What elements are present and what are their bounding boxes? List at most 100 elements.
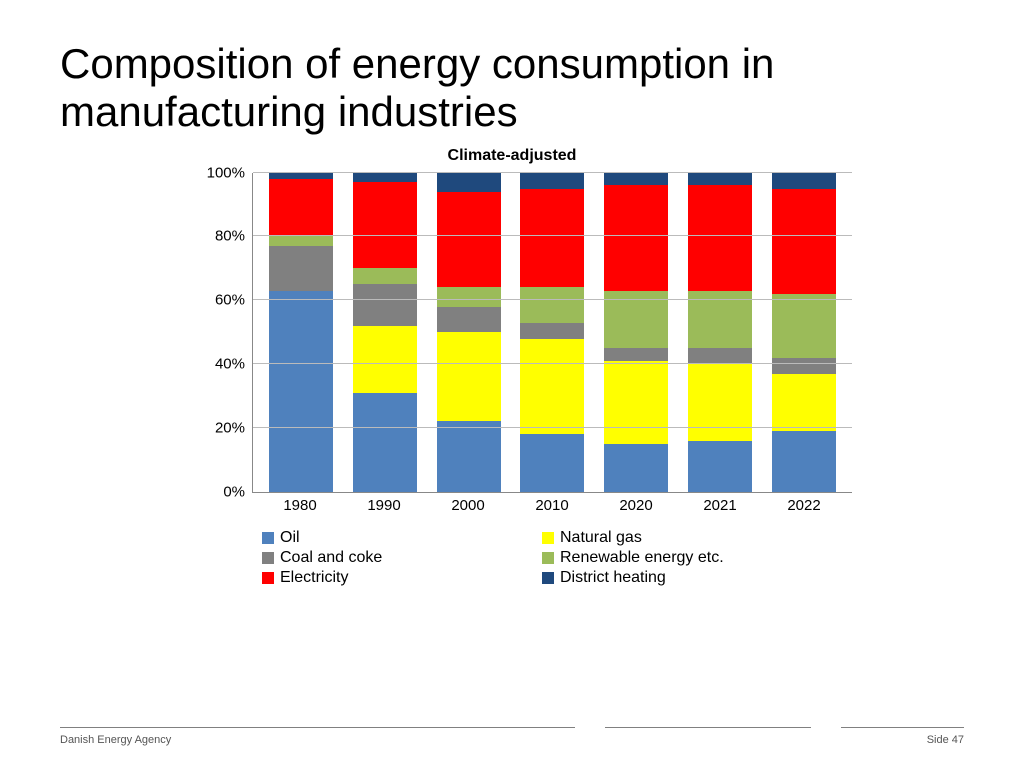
grid-line: [253, 299, 852, 300]
x-axis-label: 2021: [688, 497, 752, 514]
grid-line: [253, 363, 852, 364]
bar-group: [604, 173, 668, 492]
legend-swatch: [542, 532, 554, 544]
legend-item-gas: Natural gas: [542, 528, 822, 548]
x-axis-label: 2020: [604, 497, 668, 514]
bar-segment-elec: [688, 185, 752, 290]
legend-label: Renewable energy etc.: [560, 549, 724, 567]
bar-segment-elec: [353, 182, 417, 268]
bar-segment-elec: [604, 185, 668, 290]
slide: Composition of energy consumption in man…: [0, 0, 1024, 768]
plot-area: 0%20%40%60%80%100%: [252, 173, 852, 493]
bar-segment-gas: [688, 364, 752, 441]
bar-segment-elec: [772, 189, 836, 294]
bar-group: [269, 173, 333, 492]
bar-segment-gas: [604, 361, 668, 444]
bar-group: [353, 173, 417, 492]
legend-item-coal: Coal and coke: [262, 548, 542, 568]
bar-segment-oil: [604, 444, 668, 492]
bar-group: [437, 173, 501, 492]
bar-segment-district: [520, 173, 584, 189]
legend-swatch: [542, 552, 554, 564]
legend-label: Electricity: [280, 569, 348, 587]
bar-segment-coal: [353, 284, 417, 325]
bar-segment-oil: [772, 431, 836, 492]
legend-swatch: [262, 532, 274, 544]
bar-segment-gas: [437, 332, 501, 421]
bar-segment-district: [604, 173, 668, 186]
footer: Danish Energy Agency Side 47: [60, 727, 964, 746]
bar-group: [520, 173, 584, 492]
bar-segment-gas: [520, 339, 584, 435]
footer-rules: [60, 727, 964, 728]
legend-row: Electricity District heating: [262, 568, 822, 588]
legend: Oil Natural gas Coal and coke Renewable ene…: [262, 528, 822, 588]
chart-container: Climate-adjusted 0%20%40%60%80%100% 1980…: [172, 147, 852, 588]
y-axis-label: 60%: [215, 292, 245, 309]
legend-swatch: [542, 572, 554, 584]
bar-segment-coal: [604, 348, 668, 361]
bar-segment-oil: [688, 441, 752, 492]
bar-segment-oil: [437, 421, 501, 491]
bar-segment-renewable: [520, 287, 584, 322]
legend-label: Natural gas: [560, 529, 642, 547]
bars-container: [253, 173, 852, 492]
chart-title: Climate-adjusted: [172, 147, 852, 165]
bar-segment-oil: [269, 291, 333, 492]
grid-line: [253, 427, 852, 428]
bar-segment-coal: [772, 358, 836, 374]
grid-line: [253, 235, 852, 236]
y-axis-label: 40%: [215, 356, 245, 373]
legend-label: District heating: [560, 569, 666, 587]
legend-item-elec: Electricity: [262, 568, 542, 588]
x-axis-label: 1980: [268, 497, 332, 514]
page-title: Composition of energy consumption in man…: [60, 40, 964, 137]
grid-line: [253, 172, 852, 173]
bar-segment-oil: [353, 393, 417, 492]
legend-label: Oil: [280, 529, 300, 547]
bar-segment-district: [353, 173, 417, 183]
bar-segment-renewable: [269, 236, 333, 246]
legend-item-district: District heating: [542, 568, 822, 588]
legend-item-renewable: Renewable energy etc.: [542, 548, 822, 568]
x-axis-label: 2000: [436, 497, 500, 514]
legend-item-oil: Oil: [262, 528, 542, 548]
x-axis-label: 2010: [520, 497, 584, 514]
bar-segment-district: [437, 173, 501, 192]
y-axis-label: 80%: [215, 228, 245, 245]
bar-segment-oil: [520, 434, 584, 491]
legend-swatch: [262, 572, 274, 584]
bar-segment-elec: [437, 192, 501, 288]
bar-segment-district: [772, 173, 836, 189]
bar-segment-gas: [353, 326, 417, 393]
footer-left: Danish Energy Agency: [60, 734, 171, 746]
x-axis-label: 1990: [352, 497, 416, 514]
footer-rule: [605, 727, 811, 728]
footer-rule: [841, 727, 965, 728]
bar-segment-elec: [269, 179, 333, 236]
bar-segment-renewable: [437, 287, 501, 306]
legend-swatch: [262, 552, 274, 564]
bar-segment-district: [688, 173, 752, 186]
bar-segment-coal: [437, 307, 501, 333]
bar-segment-coal: [688, 348, 752, 364]
bar-segment-renewable: [772, 294, 836, 358]
x-axis-label: 2022: [772, 497, 836, 514]
y-axis-label: 0%: [223, 483, 245, 500]
legend-row: Coal and coke Renewable energy etc.: [262, 548, 822, 568]
footer-right: Side 47: [927, 734, 964, 746]
y-axis-label: 20%: [215, 419, 245, 436]
bar-segment-elec: [520, 189, 584, 288]
bar-group: [688, 173, 752, 492]
legend-row: Oil Natural gas: [262, 528, 822, 548]
footer-text: Danish Energy Agency Side 47: [60, 734, 964, 746]
x-axis-labels: 1980 1990 2000 2010 2020 2021 2022: [252, 493, 852, 514]
bar-group: [772, 173, 836, 492]
bar-segment-coal: [269, 246, 333, 291]
bar-segment-coal: [520, 323, 584, 339]
bar-segment-gas: [772, 374, 836, 431]
footer-rule: [60, 727, 575, 728]
y-axis-label: 100%: [207, 164, 245, 181]
legend-label: Coal and coke: [280, 549, 382, 567]
bar-segment-renewable: [353, 268, 417, 284]
